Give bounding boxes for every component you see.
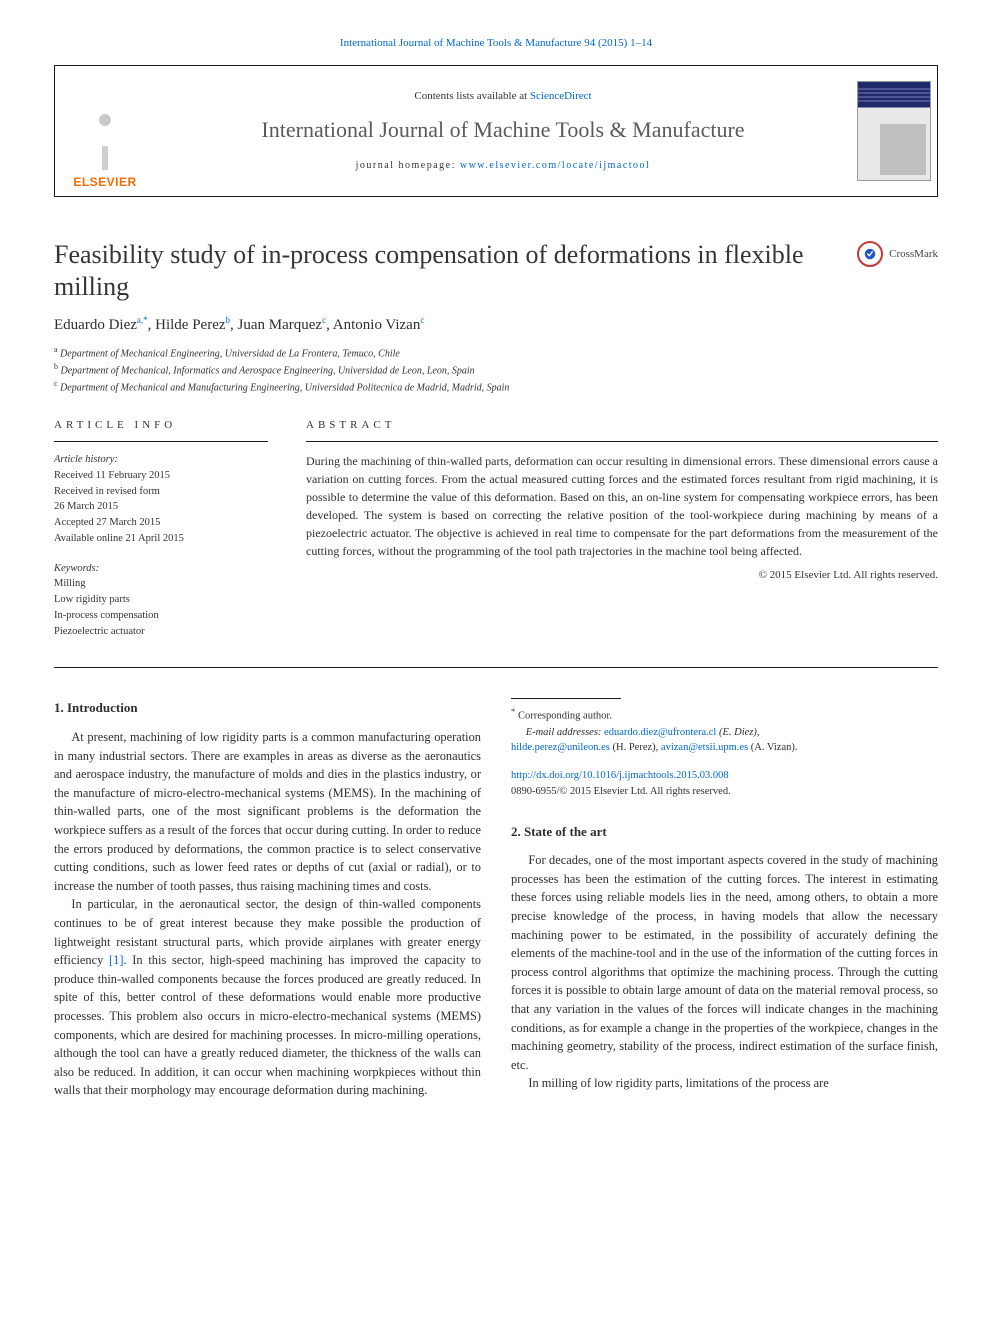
affil-link[interactable]: c <box>420 315 424 325</box>
abstract-copyright: © 2015 Elsevier Ltd. All rights reserved… <box>306 568 938 583</box>
email-who: (A. Vizan). <box>748 742 797 753</box>
keyword: Piezoelectric actuator <box>54 624 268 640</box>
corr-mark-link[interactable]: * <box>143 315 148 325</box>
journal-homepage: journal homepage: www.elsevier.com/locat… <box>356 159 651 173</box>
keywords-label: Keywords: <box>54 561 268 577</box>
contents-prefix: Contents lists available at <box>414 90 529 102</box>
paragraph: For decades, one of the most important a… <box>511 851 938 1074</box>
history-accepted: Accepted 27 March 2015 <box>54 515 268 531</box>
elsevier-logo: ELSEVIER <box>55 66 155 196</box>
abstract: ABSTRACT During the machining of thin-wa… <box>306 418 938 640</box>
body-columns: 1. Introduction At present, machining of… <box>54 698 938 1108</box>
paragraph: In particular, in the aeronautical secto… <box>54 895 481 1100</box>
affiliation: c Department of Mechanical and Manufactu… <box>54 378 938 395</box>
crossmark-badge[interactable]: CrossMark <box>857 241 938 267</box>
author: Antonio Vizan <box>333 317 421 333</box>
affil-link[interactable]: c <box>322 315 326 325</box>
section-title: 1. Introduction <box>54 698 481 718</box>
affiliation-text: Department of Mechanical, Informatics an… <box>61 365 475 376</box>
elsevier-wordmark: ELSEVIER <box>73 174 136 191</box>
affiliation-text: Department of Mechanical Engineering, Un… <box>60 348 400 359</box>
running-head: International Journal of Machine Tools &… <box>54 36 938 51</box>
homepage-link[interactable]: www.elsevier.com/locate/ijmactool <box>460 160 650 171</box>
citation-link[interactable]: [1] <box>109 953 123 967</box>
email-link[interactable]: hilde.perez@unileon.es <box>511 742 610 753</box>
meta-row: ARTICLE INFO Article history: Received 1… <box>54 418 938 669</box>
journal-cover-icon <box>857 81 931 181</box>
history-revised-date: 26 March 2015 <box>54 499 268 515</box>
affil-link[interactable]: b <box>226 315 231 325</box>
elsevier-tree-icon <box>75 106 135 170</box>
affiliations: a Department of Mechanical Engineering, … <box>54 344 938 396</box>
footnotes: * Corresponding author. E-mail addresses… <box>511 705 938 756</box>
article-history: Article history: Received 11 February 20… <box>54 452 268 547</box>
article-title: Feasibility study of in-process compensa… <box>54 239 938 301</box>
keyword: Low rigidity parts <box>54 592 268 608</box>
footnote-separator <box>511 698 621 699</box>
keyword: Milling <box>54 576 268 592</box>
affiliation-text: Department of Mechanical and Manufacturi… <box>60 383 509 394</box>
affiliation: b Department of Mechanical, Informatics … <box>54 361 938 378</box>
author: Eduardo Diez <box>54 317 137 333</box>
journal-title: International Journal of Machine Tools &… <box>261 115 744 146</box>
issn-line: 0890-6955/© 2015 Elsevier Ltd. All right… <box>511 784 938 800</box>
journal-header: ELSEVIER Contents lists available at Sci… <box>54 65 938 197</box>
history-received: Received 11 February 2015 <box>54 468 268 484</box>
abstract-text: During the machining of thin-walled part… <box>306 452 938 560</box>
cover-thumbnail-cell <box>851 66 937 196</box>
email-who: (H. Perez), <box>610 742 661 753</box>
header-center: Contents lists available at ScienceDirec… <box>155 66 851 196</box>
paragraph: In milling of low rigidity parts, limita… <box>511 1074 938 1093</box>
crossmark-icon <box>857 241 883 267</box>
doi-block: http://dx.doi.org/10.1016/j.ijmachtools.… <box>511 768 938 800</box>
email-link[interactable]: avizan@etsii.upm.es <box>661 742 748 753</box>
author: Hilde Perez <box>155 317 225 333</box>
keywords: Keywords: Milling Low rigidity parts In-… <box>54 561 268 640</box>
keyword: In-process compensation <box>54 608 268 624</box>
history-label: Article history: <box>54 452 268 468</box>
doi-link[interactable]: http://dx.doi.org/10.1016/j.ijmachtools.… <box>511 770 729 781</box>
paragraph: At present, machining of low rigidity pa… <box>54 728 481 895</box>
crossmark-label: CrossMark <box>889 247 938 262</box>
sciencedirect-link[interactable]: ScienceDirect <box>530 90 592 102</box>
homepage-prefix: journal homepage: <box>356 160 460 171</box>
contents-available: Contents lists available at ScienceDirec… <box>414 89 591 104</box>
author-list: Eduardo Dieza,*, Hilde Perezb, Juan Marq… <box>54 314 938 336</box>
history-online: Available online 21 April 2015 <box>54 531 268 547</box>
emails-label: E-mail addresses: <box>526 727 604 738</box>
email-who: (E. Diez), <box>716 727 759 738</box>
article-head: Feasibility study of in-process compensa… <box>54 239 938 301</box>
abstract-heading: ABSTRACT <box>306 418 938 442</box>
history-revised: Received in revised form <box>54 484 268 500</box>
email-addresses: E-mail addresses: eduardo.diez@ufrontera… <box>511 725 938 741</box>
article-info-heading: ARTICLE INFO <box>54 418 268 442</box>
corr-text: Corresponding author. <box>515 711 612 722</box>
author: Juan Marquez <box>238 317 323 333</box>
email-link[interactable]: eduardo.diez@ufrontera.cl <box>604 727 716 738</box>
affiliation: a Department of Mechanical Engineering, … <box>54 344 938 361</box>
running-head-link[interactable]: International Journal of Machine Tools &… <box>340 37 652 49</box>
corresponding-author: * Corresponding author. <box>511 705 938 724</box>
email-line: hilde.perez@unileon.es (H. Perez), aviza… <box>511 740 938 756</box>
article-info: ARTICLE INFO Article history: Received 1… <box>54 418 268 640</box>
section-title: 2. State of the art <box>511 822 938 842</box>
